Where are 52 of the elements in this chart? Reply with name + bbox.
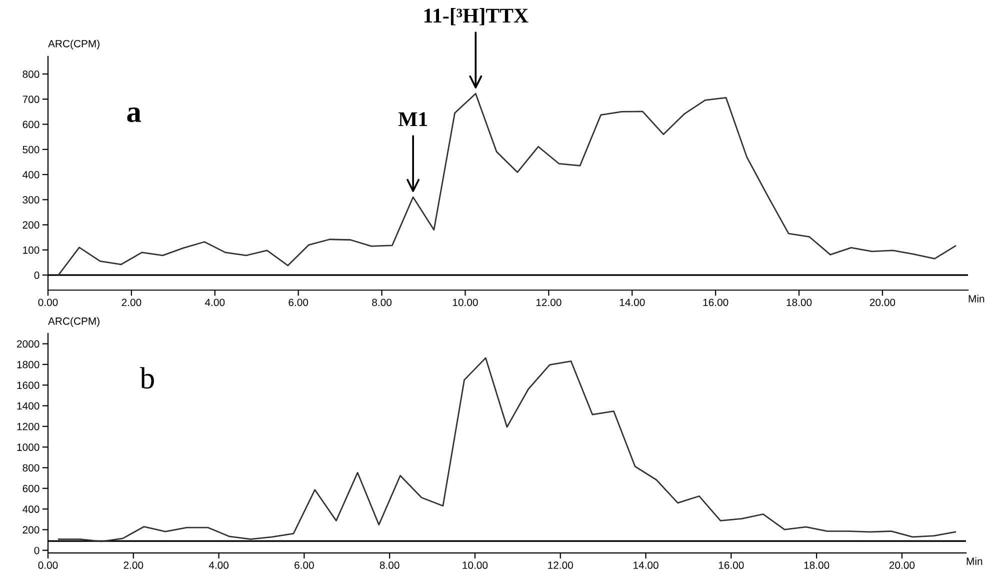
annotation: M1	[398, 112, 428, 126]
annotation: b	[140, 367, 154, 389]
y-tick-label: 300	[22, 196, 40, 204]
x-tick-label: 12.00	[536, 298, 562, 306]
line-series	[58, 357, 956, 542]
y-tick-label: 800	[22, 70, 40, 78]
y-axis-title: ARC(CPM)	[48, 40, 100, 50]
y-tick-label: 600	[22, 484, 40, 492]
y-tick-label: 800	[22, 464, 40, 472]
y-tick-label: 0	[34, 546, 40, 554]
x-tick-label: 4.00	[208, 562, 229, 569]
x-tick-label: 6.00	[294, 562, 314, 569]
x-tick-label: 8.00	[380, 562, 400, 569]
x-tick-label: 18.00	[786, 298, 812, 306]
x-tick-label: 12.00	[548, 562, 573, 569]
x-tick-label: 10.00	[462, 562, 488, 569]
y-tick-label: 1800	[17, 360, 40, 368]
y-tick-label: 200	[22, 526, 40, 534]
x-tick-label: 4.00	[204, 298, 225, 306]
x-tick-label: 10.00	[452, 298, 478, 306]
y-tick-label: 2000	[17, 340, 40, 348]
x-tick-label: 0.00	[38, 562, 58, 569]
x-tick-label: 6.00	[288, 298, 308, 306]
x-tick-label: 18.00	[804, 562, 830, 569]
x-tick-label: 14.00	[620, 298, 645, 306]
x-tick-label: 8.00	[372, 298, 392, 306]
x-tick-label: 2.00	[122, 298, 142, 306]
x-tick-label: 20.00	[889, 562, 915, 569]
x-axis-title: Min	[966, 557, 982, 565]
y-tick-label: 700	[22, 96, 40, 104]
x-tick-label: 20.00	[870, 298, 896, 306]
x-tick-label: 14.00	[634, 562, 658, 569]
x-tick-label: 16.00	[703, 298, 728, 306]
x-axis-title: Min	[968, 294, 984, 302]
y-tick-label: 100	[23, 246, 40, 254]
y-tick-label: 0	[34, 272, 40, 279]
line-series	[58, 92, 956, 276]
y-tick-label: 1200	[17, 422, 40, 430]
x-tick-label: 0.00	[38, 298, 58, 306]
y-tick-label: 1600	[17, 382, 40, 389]
x-tick-label: 16.00	[718, 562, 744, 569]
y-tick-label: 400	[22, 171, 40, 178]
y-tick-label: 1400	[17, 402, 40, 410]
annotation: 11-[³H]TTX	[424, 8, 528, 26]
y-tick-label: 500	[22, 146, 40, 154]
y-axis-title: ARC(CPM)	[48, 317, 100, 327]
y-tick-label: 1000	[17, 444, 40, 451]
y-tick-label: 200	[22, 221, 40, 229]
x-tick-label: 2.00	[124, 562, 144, 569]
y-tick-label: 400	[22, 506, 40, 513]
y-tick-label: 600	[22, 120, 40, 128]
annotation: a	[127, 108, 142, 122]
